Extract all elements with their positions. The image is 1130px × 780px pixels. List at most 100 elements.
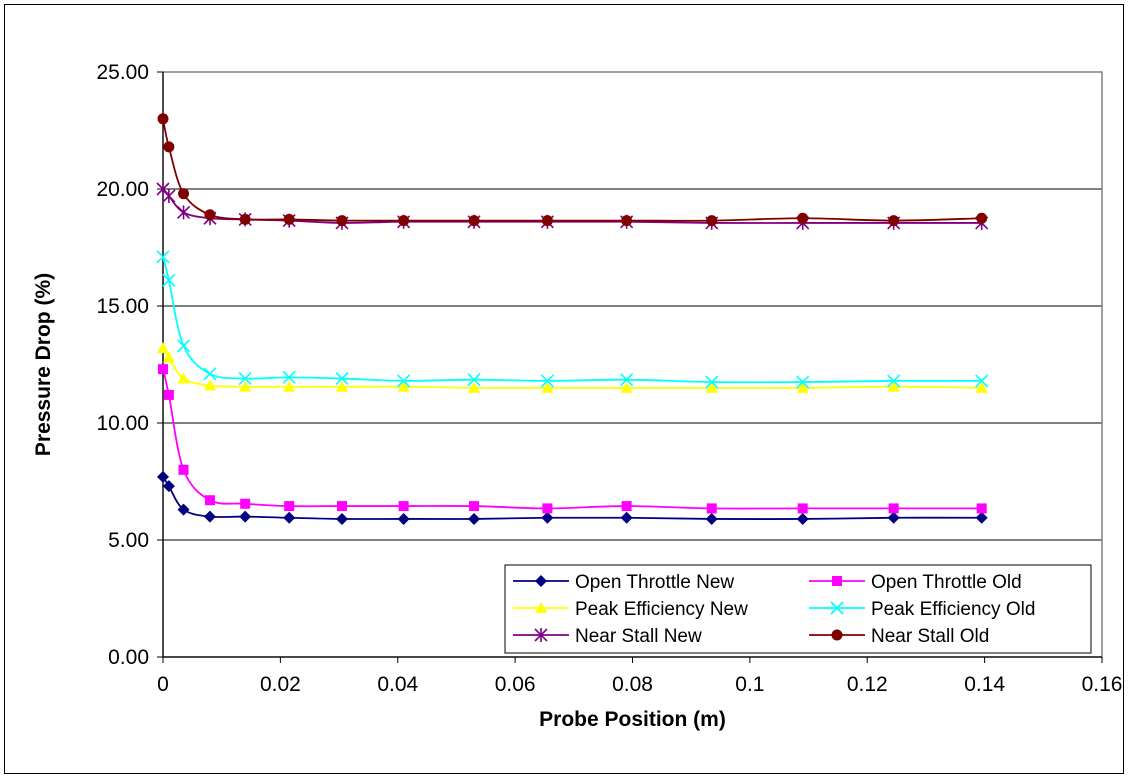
legend-marker (535, 602, 547, 613)
data-point (336, 501, 347, 512)
data-point (162, 273, 176, 287)
data-point (542, 503, 553, 514)
data-point (397, 374, 411, 388)
series-near-stall-old (157, 113, 988, 227)
data-point (397, 512, 410, 525)
series-line (162, 256, 982, 384)
y-tick-label: 10.00 (96, 412, 149, 435)
data-point (239, 213, 251, 225)
data-point (283, 380, 296, 392)
data-point (975, 374, 989, 388)
data-point (335, 512, 348, 525)
data-point (468, 215, 480, 227)
data-point (203, 379, 216, 391)
data-point (705, 512, 718, 525)
data-point (176, 205, 191, 220)
legend-label: Open Throttle New (575, 572, 734, 593)
data-point (176, 339, 191, 353)
data-point (157, 113, 169, 125)
legend-marker (535, 575, 547, 587)
data-point (620, 511, 633, 524)
data-point (620, 373, 634, 387)
data-point (705, 381, 718, 393)
data-point (976, 503, 987, 514)
data-point (282, 370, 296, 384)
y-tick-label: 25.00 (96, 61, 149, 84)
legend-label: Peak Efficiency Old (871, 599, 1035, 620)
data-point (178, 464, 189, 475)
data-point (468, 381, 481, 393)
x-tick-label: 0.04 (377, 673, 418, 696)
legend-marker (830, 601, 844, 615)
legend-item: Open Throttle Old (809, 572, 1022, 593)
legend-marker (534, 628, 548, 642)
data-point (706, 215, 718, 227)
data-point (797, 503, 808, 514)
data-point (162, 480, 175, 493)
data-point (163, 389, 174, 400)
data-point (888, 503, 899, 514)
data-point (204, 495, 215, 506)
legend-box (504, 564, 1092, 654)
series-peak-efficiency-new (157, 342, 988, 393)
data-point (540, 374, 554, 388)
data-point (239, 510, 252, 523)
data-point (398, 215, 410, 227)
legend: Open Throttle New Open Throttle Old Peak E… (504, 564, 1092, 654)
legend-item: Peak Efficiency New (513, 599, 748, 620)
x-tick-label: 0.12 (847, 673, 888, 696)
data-point (178, 188, 190, 200)
legend-label: Open Throttle Old (871, 572, 1022, 593)
series-open-throttle-old (158, 364, 987, 514)
legend-item: Near Stall Old (809, 626, 989, 647)
data-point (796, 512, 809, 525)
data-point (397, 380, 410, 392)
data-point (177, 503, 190, 516)
data-point (398, 501, 409, 512)
data-point (797, 212, 809, 224)
data-point (467, 373, 481, 387)
legend-marker (832, 576, 842, 586)
legend-label: Peak Efficiency New (575, 599, 748, 620)
x-tick-label: 0.16 (1082, 673, 1123, 696)
data-point (283, 213, 295, 225)
legend-item: Near Stall New (513, 626, 702, 647)
data-point (156, 182, 170, 196)
data-point (204, 209, 216, 221)
data-point (888, 215, 900, 227)
data-point (887, 511, 900, 524)
series-line (162, 118, 982, 222)
data-point (162, 351, 175, 363)
data-point (162, 189, 176, 204)
gridlines (163, 188, 1102, 541)
y-tick-label: 15.00 (96, 295, 149, 318)
series-line (162, 476, 982, 520)
data-point (621, 501, 632, 512)
data-point (705, 375, 719, 389)
legend-marker (831, 629, 843, 641)
y-axis-title: Pressure Drop (%) (32, 273, 55, 456)
legend-label: Near Stall New (575, 626, 702, 647)
data-point (240, 498, 251, 509)
data-point (706, 503, 717, 514)
data-point (976, 212, 988, 224)
y-tick-label: 0.00 (108, 646, 149, 669)
data-point (796, 381, 809, 393)
x-tick-label: 0.1 (735, 673, 764, 696)
data-point (203, 367, 217, 381)
data-point (621, 215, 633, 227)
data-point (203, 510, 216, 523)
x-tick-label: 0.14 (964, 673, 1005, 696)
legend-label: Near Stall Old (871, 626, 989, 647)
series-group (156, 113, 989, 525)
data-point (335, 371, 349, 386)
axes: 0.00 5.00 10.00 15.00 20.00 25.00 0 0.02 0.04 0.0… (96, 61, 1122, 696)
series-open-throttle-new (157, 470, 988, 525)
data-point (283, 511, 296, 524)
data-point (157, 470, 169, 483)
legend-item: Peak Efficiency Old (809, 599, 1035, 620)
x-tick-label: 0.02 (260, 673, 301, 696)
data-point (336, 215, 348, 227)
x-tick-label: 0 (157, 673, 169, 696)
data-point (158, 364, 168, 375)
